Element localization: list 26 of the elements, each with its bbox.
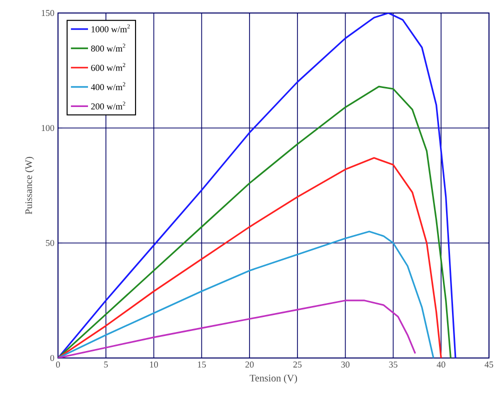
x-tick-label: 35 — [389, 362, 398, 368]
y-tick-label: 50 — [46, 240, 54, 246]
x-tick-label: 40 — [436, 362, 446, 368]
line-series — [58, 157, 442, 358]
y-tick-label: 150 — [42, 10, 54, 16]
x-tick-label: 15 — [198, 362, 206, 368]
legend-label: 200 w/m$^{2}$ — [91, 102, 126, 110]
line-series — [58, 300, 416, 358]
line-series — [58, 12, 456, 358]
x-tick-label: 5 — [104, 362, 108, 368]
line-series — [58, 230, 434, 358]
x-tick-label: 0 — [56, 362, 60, 368]
legend-label: 600 w/m$^{2}$ — [91, 62, 126, 71]
x-tick-label: 20 — [245, 362, 254, 368]
legend-label: 800 w/m$^{2}$ — [91, 44, 126, 52]
y-axis-title: Puissance (W) — [25, 156, 34, 214]
x-tick-label: 10 — [150, 362, 158, 368]
legend-label: 1000 w/m$^{2}$ — [92, 24, 130, 32]
y-tick-label: 100 — [42, 124, 54, 132]
x-tick-label: 25 — [293, 362, 302, 368]
legend-label: 400 w/m$^{2}$ — [90, 82, 126, 90]
line-series — [58, 86, 452, 358]
y-tick-label: 0 — [50, 354, 54, 362]
x-tick-label: 45 — [484, 362, 494, 368]
x-axis-title: Tension (V) — [250, 374, 297, 384]
x-tick-label: 30 — [341, 362, 350, 368]
